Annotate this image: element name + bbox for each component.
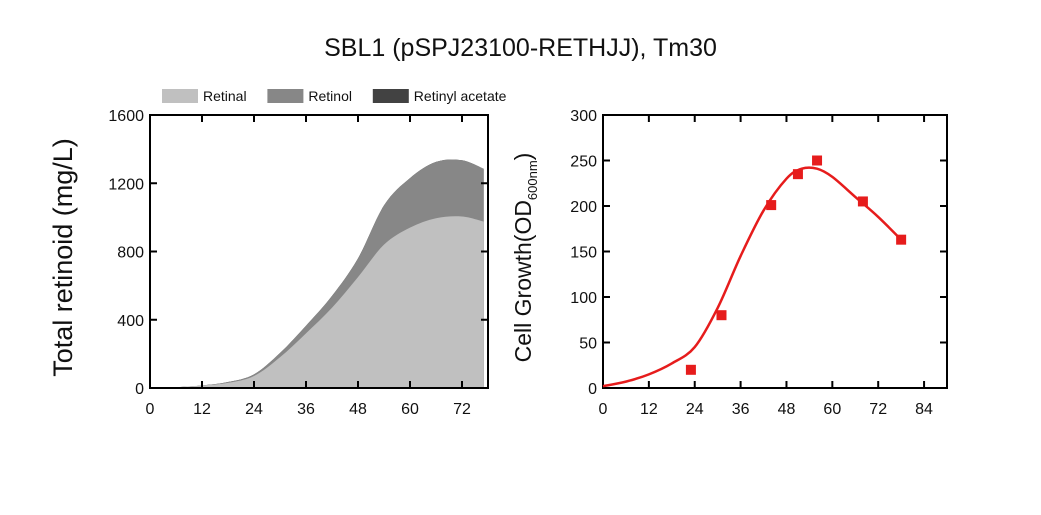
fit-curve-line bbox=[602, 166, 903, 388]
x-tick-label: 24 bbox=[686, 401, 704, 418]
y-tick-label: 400 bbox=[117, 313, 144, 330]
area-series-retinal bbox=[176, 216, 484, 388]
x-tick-label: 36 bbox=[732, 401, 750, 418]
y-tick-label: 300 bbox=[570, 108, 597, 125]
legend-label: Retinal bbox=[203, 88, 247, 104]
x-tick-label: 12 bbox=[193, 401, 211, 418]
y-tick-label: 250 bbox=[570, 154, 597, 171]
x-tick-label: 72 bbox=[453, 401, 471, 418]
x-tick-label: 48 bbox=[349, 401, 367, 418]
y-tick-label: 0 bbox=[135, 381, 144, 398]
y-tick-label: 800 bbox=[117, 245, 144, 262]
y-tick-label: 150 bbox=[570, 245, 597, 262]
data-point bbox=[716, 310, 727, 321]
retinoid-stacked-area-chart: 0 12 24 36 48 60 72 0 400 800 1200 1600 Total retino… bbox=[48, 88, 507, 418]
legend-swatch bbox=[162, 89, 198, 103]
x-tick-label: 0 bbox=[146, 401, 155, 418]
x-tick-label: 84 bbox=[915, 401, 933, 418]
data-point bbox=[792, 169, 803, 180]
legend-swatch bbox=[372, 89, 409, 103]
y-tick-label: 0 bbox=[588, 381, 597, 398]
legend-swatch bbox=[267, 89, 304, 103]
x-tick-label: 60 bbox=[401, 401, 419, 418]
x-tick-label: 12 bbox=[640, 401, 658, 418]
data-point bbox=[766, 200, 777, 211]
y-axis-label: Cell Growth(OD600nm) bbox=[510, 153, 540, 363]
y-tick-label: 1600 bbox=[108, 108, 144, 125]
data-point bbox=[857, 196, 868, 207]
x-tick-label: 0 bbox=[599, 401, 608, 418]
y-tick-label: 200 bbox=[570, 199, 597, 216]
y-tick-label: 50 bbox=[579, 336, 597, 353]
y-tick-label: 1200 bbox=[108, 176, 144, 193]
x-tick-label: 48 bbox=[778, 401, 796, 418]
page-title: SBL1 (pSPJ23100-RETHJJ), Tm30 bbox=[324, 34, 717, 62]
data-point bbox=[812, 155, 823, 166]
data-point bbox=[685, 364, 696, 375]
data-point bbox=[896, 234, 907, 245]
legend-label: Retinol bbox=[308, 88, 352, 104]
x-tick-label: 60 bbox=[823, 401, 841, 418]
x-tick-label: 72 bbox=[869, 401, 887, 418]
legend-label: Retinyl acetate bbox=[414, 88, 507, 104]
plot-frame bbox=[602, 114, 948, 389]
y-axis-label: Total retinoid (mg/L) bbox=[48, 138, 78, 377]
x-tick-label: 24 bbox=[245, 401, 263, 418]
x-tick-label: 36 bbox=[297, 401, 315, 418]
y-tick-label: 100 bbox=[570, 290, 597, 307]
cell-growth-scatter-chart: 0 12 24 36 48 60 72 84 0 50 100 150 200 250 300 Cell Gr… bbox=[510, 108, 948, 418]
